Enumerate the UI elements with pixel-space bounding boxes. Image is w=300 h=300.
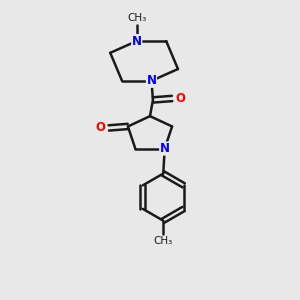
Text: CH₃: CH₃: [127, 13, 146, 22]
Text: N: N: [146, 74, 157, 87]
Text: N: N: [132, 34, 142, 48]
Text: CH₃: CH₃: [154, 236, 173, 246]
Text: O: O: [96, 122, 106, 134]
Text: O: O: [176, 92, 186, 105]
Text: N: N: [160, 142, 170, 155]
